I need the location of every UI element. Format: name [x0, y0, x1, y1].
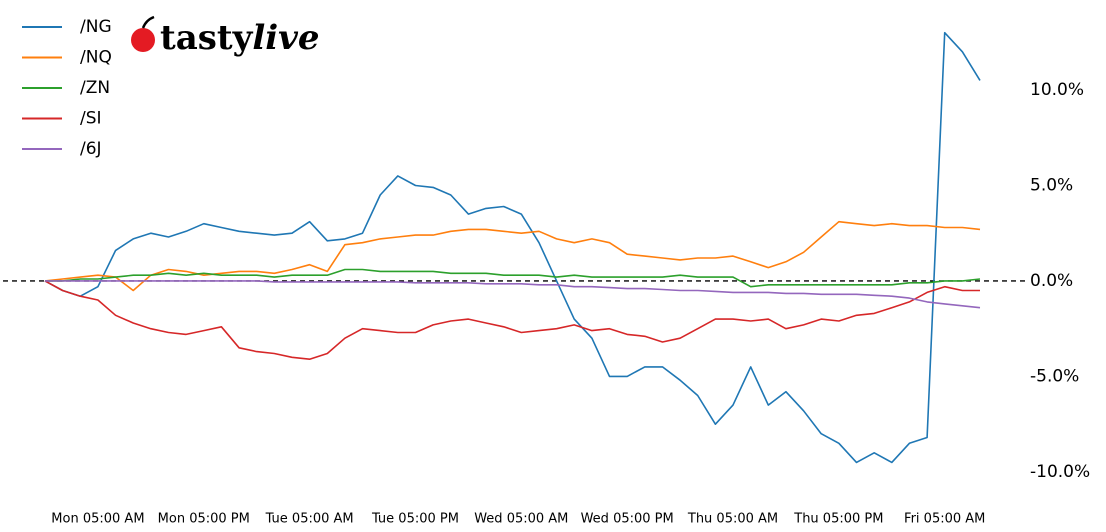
logo-text: tastylive	[160, 18, 320, 58]
x-tick-label: Mon 05:00 AM	[51, 512, 144, 527]
logo-part: tasty	[160, 18, 254, 58]
series-line	[44, 280, 980, 361]
y-tick-label: -5.0%	[1030, 366, 1079, 386]
x-tick-label: Fri 05:00 AM	[904, 512, 985, 527]
x-tick-label: Tue 05:00 PM	[371, 512, 459, 527]
x-tick-label: Thu 05:00 PM	[793, 512, 883, 527]
x-tick-label: Wed 05:00 AM	[474, 512, 568, 527]
x-tick-label: Tue 05:00 AM	[265, 512, 354, 527]
logo-stem	[141, 15, 155, 29]
y-tick-label: 5.0%	[1030, 175, 1073, 195]
logo-part: live	[252, 18, 319, 58]
x-tick-label: Mon 05:00 PM	[158, 512, 250, 527]
legend-label: /NQ	[80, 48, 112, 68]
logo: tastylive	[131, 15, 320, 58]
series-line	[44, 220, 981, 292]
legend-label: /6J	[80, 139, 102, 159]
series-line	[45, 280, 981, 309]
y-tick-label: 0.0%	[1030, 271, 1073, 291]
legend-label: /ZN	[80, 78, 110, 98]
x-tick-label: Wed 05:00 PM	[581, 512, 674, 527]
x-tick-label: Thu 05:00 AM	[687, 512, 778, 527]
y-tick-label: 10.0%	[1030, 80, 1084, 100]
logo-cherry	[131, 28, 155, 52]
series-line	[45, 268, 981, 288]
series-line	[44, 31, 981, 464]
legend-label: /SI	[80, 109, 102, 129]
legend-label: /NG	[80, 17, 112, 37]
y-tick-label: -10.0%	[1030, 462, 1090, 482]
